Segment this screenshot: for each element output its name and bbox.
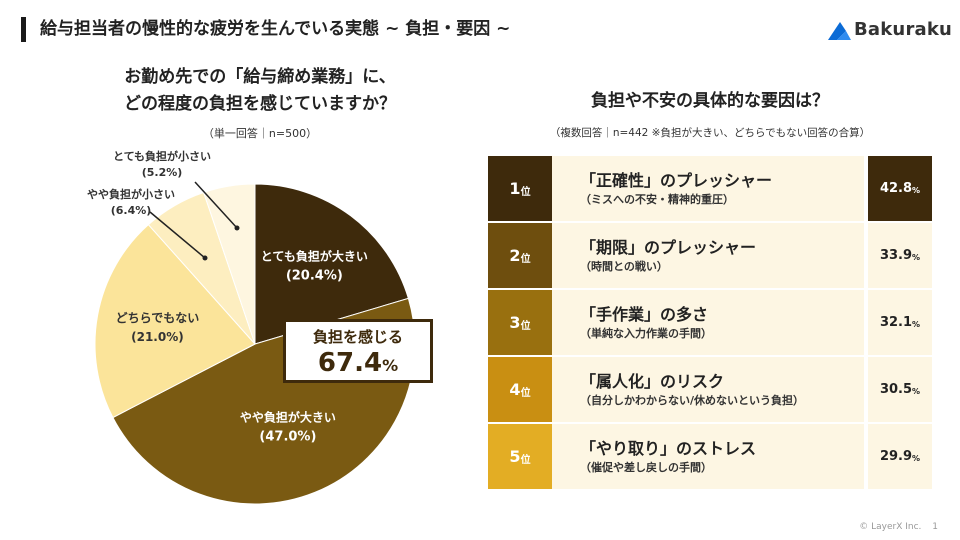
logo-text: Bakuraku <box>854 19 953 40</box>
factor-ranking-table: 1 位「正確性」のプレッシャー （ミスへの不安・精神的重圧） 42.8% 2 位「期限」の… <box>488 156 932 491</box>
burden-total-callout: 負担を感じる 67.4% <box>283 319 433 383</box>
rank-suffix: 位 <box>520 455 531 466</box>
percentage-unit: % <box>912 186 921 195</box>
factor-detail: （単純な入力作業の手間） <box>580 326 712 340</box>
leader-line-somewhat-light <box>149 211 206 259</box>
brand-logo: Bakuraku <box>826 17 952 42</box>
factor-cell: 「期限」のプレッシャー （時間との戦い） <box>552 223 864 288</box>
factor-detail: （催促や差し戻しの手間） <box>580 460 712 474</box>
factor-title: 「期限」のプレッシャー <box>580 237 757 257</box>
percentage-value: 30.5 <box>879 382 913 397</box>
factor-cell: 「やり取り」のストレス （催促や差し戻しの手間） <box>552 424 864 489</box>
rank-suffix: 位 <box>520 254 531 265</box>
slice-label-very-heavy: とても負担が大きい <box>261 248 368 263</box>
factor-detail: （自分しかわからない/休めないという負担） <box>580 393 805 407</box>
factor-percentage: 32.1% <box>868 290 932 355</box>
rank-suffix: 位 <box>520 388 531 399</box>
rank-suffix: 位 <box>520 187 531 198</box>
rank-number: 1 <box>509 179 521 198</box>
factor-detail: （ミスへの不安・精神的重圧） <box>580 192 734 206</box>
factor-percentage: 33.9% <box>868 223 932 288</box>
slice-value-neutral: (21.0%) <box>131 330 184 344</box>
leader-dot-somewhat-light <box>202 255 208 261</box>
copyright-text: © LayerX Inc. <box>859 522 922 532</box>
leader-line-very-light <box>194 181 238 229</box>
callout-value: 67.4 <box>317 348 383 378</box>
rank-row-3: 3 位 「手作業」の多さ （単純な入力作業の手間） 32.1% <box>488 290 932 357</box>
percentage-value: 32.1 <box>879 315 913 330</box>
callout-label: 負担を感じる <box>312 328 403 346</box>
rank-number: 4 <box>509 380 521 399</box>
percentage-unit: % <box>912 320 921 329</box>
slice-value-somewhat-heavy: (47.0%) <box>259 430 316 445</box>
percentage-value: 29.9 <box>879 449 913 464</box>
slice-value-very-heavy: (20.4%) <box>286 268 343 283</box>
percentage-unit: % <box>912 387 921 396</box>
callout-unit: % <box>382 356 399 375</box>
header-accent-bar <box>21 17 26 42</box>
slice-value-somewhat-light: (6.4%) <box>111 204 152 217</box>
pie-slice-neutral <box>94 223 256 419</box>
factor-title: 「手作業」の多さ <box>580 304 709 324</box>
factor-percentage: 29.9% <box>868 424 932 489</box>
right-sample-note: （複数回答｜n=442 ※負担が大きい、どちらでもない回答の合算） <box>549 127 871 139</box>
percentage-unit: % <box>912 253 921 262</box>
slice-label-very-light: とても負担が小さい <box>113 149 211 163</box>
factor-percentage: 30.5% <box>868 357 932 422</box>
slice-label-somewhat-heavy: やや負担が大きい <box>240 410 336 425</box>
page-number: 1 <box>932 522 938 532</box>
slice-value-very-light: (5.2%) <box>142 166 183 179</box>
rank-row-5: 5 位 「やり取り」のストレス （催促や差し戻しの手間） 29.9% <box>488 424 932 491</box>
rank-number: 3 <box>509 313 521 332</box>
left-sample-note: （単一回答｜n=500） <box>202 127 318 140</box>
rank-number: 2 <box>509 246 521 265</box>
page-title: 給与担当者の慢性的な疲労を生んでいる実態 ~ 負担・要因 ~ <box>40 19 511 39</box>
percentage-unit: % <box>912 454 921 463</box>
percentage-value: 42.8 <box>879 181 913 196</box>
right-question: 負担や不安の具体的な要因は？ <box>591 91 829 111</box>
factor-title: 「やり取り」のストレス <box>580 438 757 458</box>
leader-dot-very-light <box>234 225 240 231</box>
left-question-line2: どの程度の負担を感じていますか？ <box>124 94 396 114</box>
rank-row-4: 4 位 「属人化」のリスク （自分しかわからない/休めないという負担） 30.5% <box>488 357 932 424</box>
pie-slice-very-heavy <box>254 183 409 345</box>
rank-suffix: 位 <box>520 321 531 332</box>
left-question-line1: お勤め先での「給与締め業務」に、 <box>124 67 396 87</box>
left-question: お勤め先での「給与締め業務」に、 どの程度の負担を感じていますか？ <box>60 64 460 118</box>
footer: © LayerX Inc. 1 <box>859 522 938 532</box>
factor-percentage: 42.8% <box>868 156 932 221</box>
factor-cell: 「属人化」のリスク （自分しかわからない/休めないという負担） <box>552 357 864 422</box>
slice-label-neutral: どちらでもない <box>116 311 200 325</box>
factor-detail: （時間との戦い） <box>580 259 668 273</box>
bakuraku-logo-icon <box>828 21 851 40</box>
callout-value-line: 67.4% <box>286 347 430 382</box>
factor-title: 「正確性」のプレッシャー <box>580 170 773 190</box>
factor-title: 「属人化」のリスク <box>580 371 725 391</box>
factor-cell: 「手作業」の多さ （単純な入力作業の手間） <box>552 290 864 355</box>
percentage-value: 33.9 <box>879 248 913 263</box>
rank-number: 5 <box>509 447 521 466</box>
rank-row-1: 1 位 「正確性」のプレッシャー （ミスへの不安・精神的重圧） 42.8% <box>488 156 932 223</box>
factor-cell: 「正確性」のプレッシャー （ミスへの不安・精神的重圧） <box>552 156 864 221</box>
rank-row-2: 2 位 「期限」のプレッシャー （時間との戦い） 33.9% <box>488 223 932 290</box>
slice-label-somewhat-light: やや負担が小さい <box>87 187 175 201</box>
